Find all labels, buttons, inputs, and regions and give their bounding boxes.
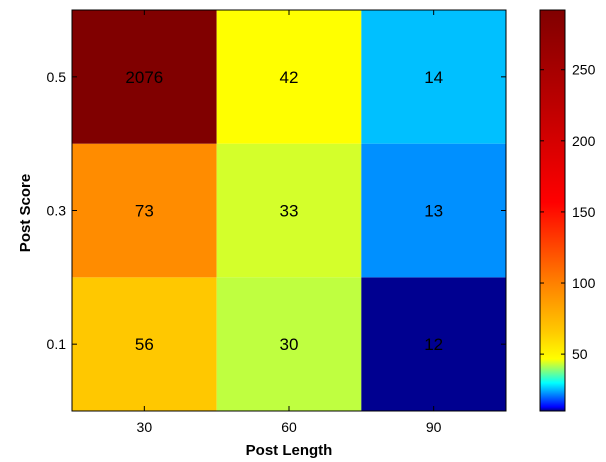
- colorbar-tick-label: 200: [572, 133, 596, 149]
- y-tick-label: 0.1: [47, 336, 67, 352]
- cell-value-label: 2076: [125, 68, 163, 87]
- colorbar-ticks: 50 100 150 200 250: [540, 62, 596, 362]
- x-tick-label: 90: [426, 419, 442, 435]
- heatmap-cell-0.1-30: [72, 277, 217, 411]
- cell-value-label: 14: [424, 68, 443, 87]
- x-axis: 30 60 90: [137, 10, 442, 435]
- cell-value-label: 30: [280, 335, 299, 354]
- heatmap-cell-0.5-60: [216, 10, 362, 144]
- colorbar-tick-label: 150: [572, 204, 596, 220]
- heatmap-cells: 56 30 12 73 33 13 2076 42 14: [72, 10, 506, 411]
- y-tick-label: 0.3: [47, 203, 67, 219]
- cell-value-label: 33: [280, 202, 299, 221]
- x-tick-label: 60: [281, 419, 297, 435]
- heatmap-cell-0.5-90: [361, 10, 506, 144]
- cell-value-label: 42: [280, 68, 299, 87]
- cell-value-label: 56: [135, 335, 154, 354]
- heatmap-cell-0.3-30: [72, 143, 217, 278]
- heatmap-cell-0.3-60: [216, 143, 362, 278]
- heatmap-cell-0.1-90: [361, 277, 506, 411]
- colorbar: [539, 9, 566, 412]
- colorbar-tick-label: 50: [572, 346, 588, 362]
- y-axis: 0.1 0.3 0.5: [47, 69, 506, 352]
- x-axis-label: Post Length: [246, 442, 333, 459]
- heatmap-cell-0.5-30: [72, 10, 217, 144]
- cell-value-label: 12: [424, 335, 443, 354]
- cell-value-label: 73: [135, 202, 154, 221]
- colorbar-tick-label: 100: [572, 275, 596, 291]
- cell-value-label: 13: [424, 202, 443, 221]
- heatmap-cell-0.3-90: [361, 143, 506, 278]
- heatmap-cell-0.1-60: [216, 277, 362, 411]
- colorbar-tick-label: 250: [572, 62, 596, 78]
- x-tick-label: 30: [137, 419, 153, 435]
- y-tick-label: 0.5: [47, 69, 67, 85]
- y-axis-label: Post Score: [17, 174, 34, 252]
